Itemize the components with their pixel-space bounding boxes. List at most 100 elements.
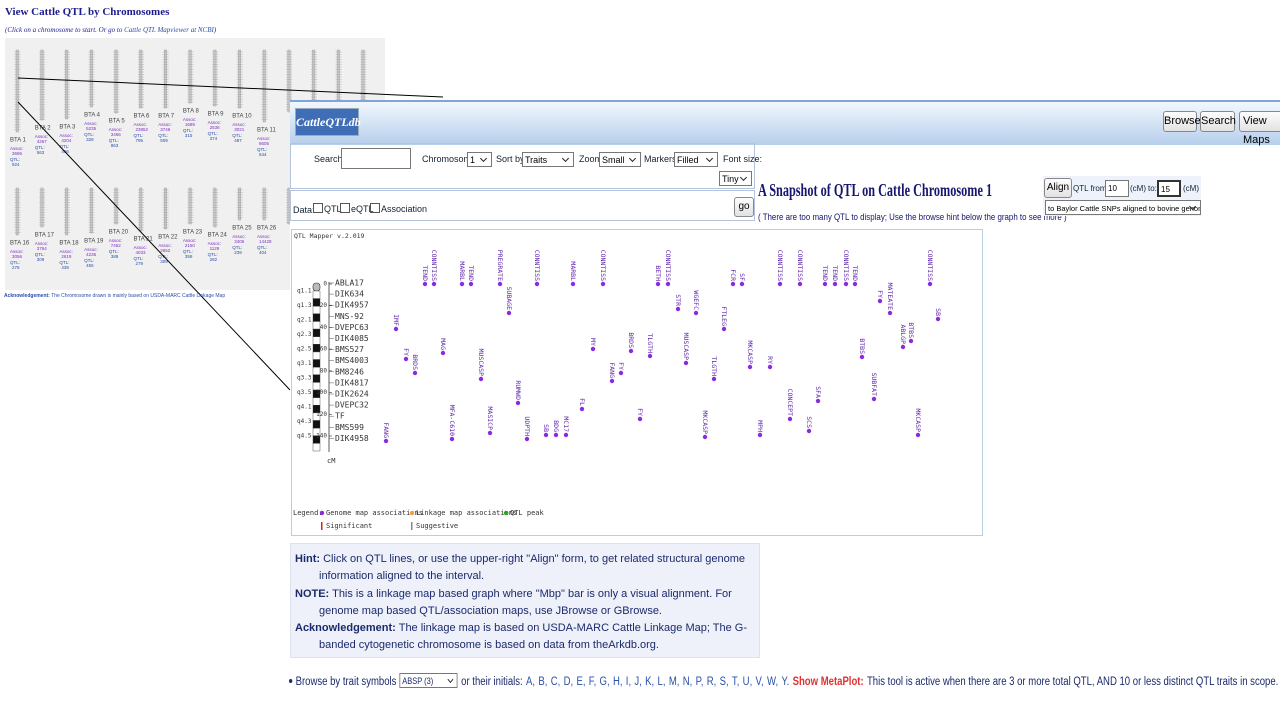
go-button[interactable]: go [734,197,754,217]
qtl-label[interactable]: WGEFC [692,290,700,310]
qtl-dot[interactable] [590,346,596,352]
qtl-label[interactable]: RUMWD [514,380,522,400]
initial-link[interactable]: E, [576,676,586,688]
chromosome-label[interactable]: BTA 23 [183,230,203,236]
ncbi-link[interactable]: Cattle QTL Mapviewer at NCBI [124,26,214,34]
qtl-label[interactable]: FCR [729,269,737,281]
chromosome-icon[interactable] [262,49,266,123]
qtl-dot[interactable] [383,438,389,444]
qtl-label[interactable]: TEND [821,265,829,281]
logo[interactable]: CattleQTLdb [295,108,361,136]
qtl-dot[interactable] [721,326,727,332]
qtl-dot[interactable] [747,364,753,370]
qtl-dot[interactable] [927,281,933,287]
qtl-dot[interactable] [431,281,437,287]
qtl-dot[interactable] [403,356,409,362]
initial-link[interactable]: Y. [781,676,790,688]
qtl-dot[interactable] [730,281,736,287]
qtl-label[interactable]: STR [674,294,682,306]
qtl-dot[interactable] [628,348,634,354]
qtl-label[interactable]: SUBFAT [870,373,878,397]
qtl-label[interactable]: CONNTISS [842,250,850,281]
qtl-dot[interactable] [908,338,914,344]
association-option[interactable]: Association [370,203,427,214]
initial-link[interactable]: B, [538,676,548,688]
from-input[interactable]: 10 [1105,180,1129,197]
chromosome-label[interactable]: BTA 21 [134,237,154,243]
chromosome-icon[interactable] [89,187,93,234]
chromosome-icon[interactable] [15,187,19,236]
qtl-label[interactable]: FY [636,408,644,416]
qtl-label[interactable]: MUSCASP [477,349,485,376]
qtl-label[interactable]: MKCASP [914,409,922,433]
qtl-label[interactable]: TLGTH [646,333,654,353]
qtl-dot[interactable] [449,436,455,442]
chromosome-icon[interactable] [89,49,93,108]
qtl-label[interactable]: TEND [851,265,859,281]
chromosome-label[interactable]: BTA 18 [59,241,79,247]
qtl-label[interactable]: BRDS [411,354,419,370]
zoom-select[interactable]: Small [599,152,641,167]
qtl-dot[interactable] [393,326,399,332]
initial-link[interactable]: A, [526,676,536,688]
qtl-dot[interactable] [478,376,484,382]
qtl-label[interactable]: CONNTISS [664,250,672,281]
qtl-label[interactable]: FY [402,348,410,356]
initial-link[interactable]: G, [599,676,610,688]
qtl-dot[interactable] [515,400,521,406]
qtl-label[interactable]: MUSCASP [682,333,690,360]
chromosome-label[interactable]: BTA 20 [109,230,129,236]
chromosome-label[interactable]: BTA 4 [84,113,101,119]
chromosome-label[interactable]: BTA 24 [208,233,228,239]
chromosome-label[interactable]: BTA 6 [134,114,151,120]
qtl-dot[interactable] [787,416,793,422]
qtl-label[interactable]: CONNTISS [796,250,804,281]
qtl-dot[interactable] [655,281,661,287]
qtl-dot[interactable] [852,281,858,287]
markers-select[interactable]: Filled [674,152,718,167]
qtl-label[interactable]: MFA-C610 [448,405,456,436]
qtl-label[interactable]: MC17 [562,416,570,432]
sortby-select[interactable]: Traits [522,152,574,167]
qtl-dot[interactable] [702,434,708,440]
qtl-label[interactable]: FY [876,290,884,298]
initial-link[interactable]: F, [588,676,597,688]
qtl-dot[interactable] [693,310,699,316]
qtl-dot[interactable] [739,281,745,287]
qtl-label[interactable]: BETH [654,265,662,281]
qtl-dot[interactable] [506,310,512,316]
qtl-label[interactable]: FTLEG [720,306,728,326]
qtl-label[interactable]: SCS [805,416,813,428]
qtl-label[interactable]: MPH [756,420,764,432]
chromosome-icon[interactable] [15,49,19,133]
qtl-dot[interactable] [459,281,465,287]
initial-link[interactable]: C, [550,676,561,688]
qtl-label[interactable]: FANG [608,362,616,378]
checkbox[interactable] [340,203,350,213]
qtl-dot[interactable] [487,430,493,436]
qtl-label[interactable]: TEND [467,265,475,281]
qtl-dot[interactable] [563,432,569,438]
checkbox[interactable] [370,203,380,213]
qtl-label[interactable]: BDG [552,420,560,432]
qtl-label[interactable]: CONNTISS [430,250,438,281]
qtl-dot[interactable] [757,432,763,438]
align-target-select[interactable]: to Baylor Cattle SNPs aligned to bovine … [1045,200,1201,215]
qtl-label[interactable]: MKCASP [701,411,709,435]
eqtl-option[interactable]: eQTL [340,203,374,214]
chromosome-label[interactable]: BTA 3 [59,125,76,131]
checkbox[interactable] [313,203,323,213]
initial-link[interactable]: L, [657,676,666,688]
qtl-dot[interactable] [915,432,921,438]
qtl-label[interactable]: CONNTISS [533,250,541,281]
qtl-label[interactable]: ABLGP [899,324,907,344]
qtl-dot[interactable] [618,370,624,376]
qtl-dot[interactable] [553,432,559,438]
fontsize-select[interactable]: Tiny [719,171,752,186]
qtl-dot[interactable] [822,281,828,287]
chromosome-icon[interactable] [238,187,242,221]
qtl-dot[interactable] [497,281,503,287]
chromosome-select[interactable]: 1 [467,152,492,167]
chromosome-icon[interactable] [40,49,44,121]
initial-link[interactable]: T, [731,676,740,688]
